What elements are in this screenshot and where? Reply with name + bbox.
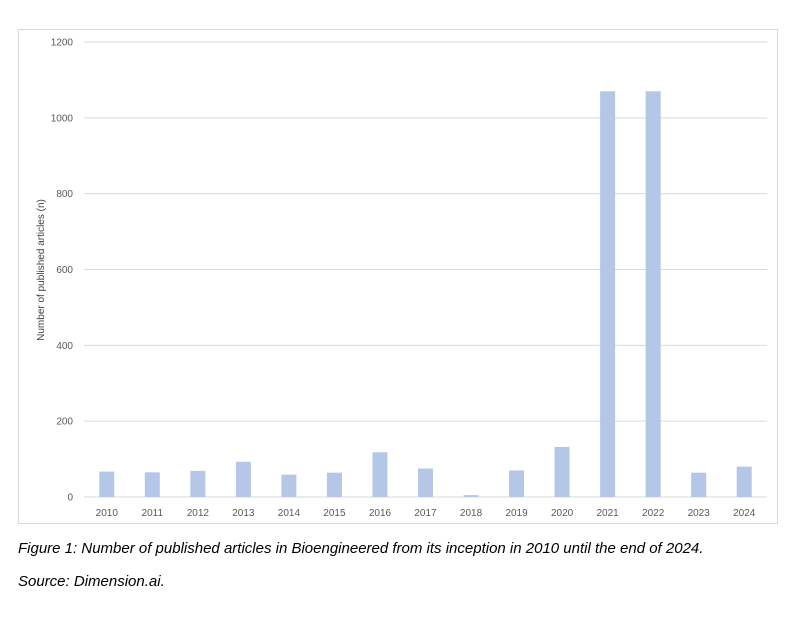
- bar-2011: [144, 472, 160, 497]
- y-tick-label: 800: [56, 189, 73, 200]
- bars: [99, 91, 752, 498]
- x-tick-label-2022: 2022: [642, 508, 665, 519]
- x-tick-label-2024: 2024: [733, 508, 756, 519]
- x-tick-label-2014: 2014: [278, 508, 301, 519]
- chart-frame: [18, 29, 778, 524]
- bar-2022: [645, 91, 661, 498]
- x-tick-label-2023: 2023: [688, 508, 711, 519]
- y-tick-label: 200: [56, 417, 73, 428]
- y-axis-title: Number of published articles (n): [36, 199, 47, 341]
- x-tick-label-2012: 2012: [187, 508, 210, 519]
- bar-2018: [463, 495, 479, 497]
- x-tick-label-2021: 2021: [597, 508, 620, 519]
- bar-2020: [554, 446, 570, 497]
- bar-2024: [736, 466, 752, 497]
- bar-2023: [691, 472, 707, 497]
- figure-caption: Figure 1: Number of published articles i…: [18, 540, 704, 557]
- x-tick-label-2013: 2013: [232, 508, 255, 519]
- x-tick-label-2019: 2019: [505, 508, 528, 519]
- bar-2021: [600, 91, 616, 498]
- bar-2012: [190, 470, 206, 497]
- y-tick-label: 600: [56, 265, 73, 276]
- bar-2013: [235, 461, 251, 497]
- x-tick-label-2010: 2010: [96, 508, 119, 519]
- bar-2014: [281, 474, 297, 497]
- y-tick-label: 1000: [51, 113, 74, 124]
- bar-2017: [418, 468, 433, 497]
- bar-2016: [372, 452, 388, 497]
- x-tick-label-2017: 2017: [414, 508, 437, 519]
- y-tick-label: 400: [56, 341, 73, 352]
- x-tick-label-2018: 2018: [460, 508, 483, 519]
- y-tick-label: 1200: [51, 38, 74, 49]
- x-tick-label-2016: 2016: [369, 508, 392, 519]
- bar-2019: [509, 470, 525, 497]
- bar-2010: [99, 471, 115, 497]
- x-tick-label-2011: 2011: [142, 508, 164, 519]
- gridlines: [84, 41, 767, 498]
- y-tick-labels: 0 200 400 600 800 1000 1200: [51, 38, 74, 504]
- source-caption: Source: Dimension.ai.: [18, 573, 165, 590]
- x-tick-label-2020: 2020: [551, 508, 574, 519]
- x-tick-label-2015: 2015: [323, 508, 346, 519]
- y-tick-label: 0: [67, 493, 73, 504]
- bar-2015: [326, 472, 342, 497]
- x-tick-labels: 2010 2011 2012 2013 2014 2015 2016 2017 2018 2019…: [96, 508, 756, 519]
